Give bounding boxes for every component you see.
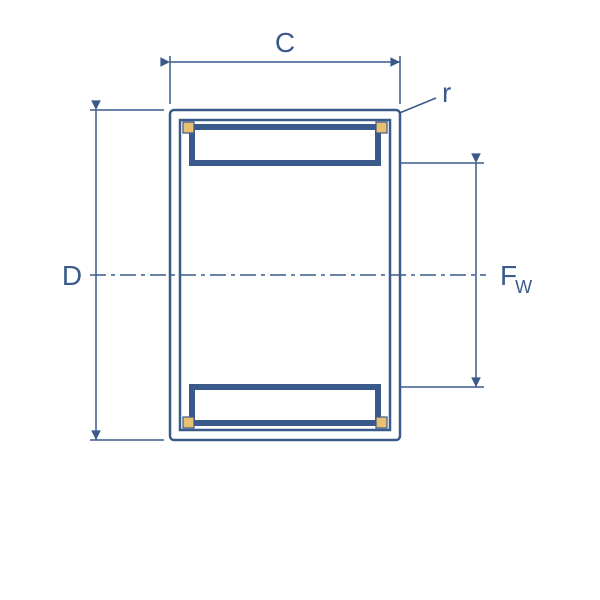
- roller-bottom: [192, 387, 378, 423]
- detail-sq-tr: [376, 122, 387, 133]
- label-C: C: [275, 27, 295, 58]
- diagram-svg: C D FW r: [0, 0, 600, 600]
- detail-sq-br: [376, 417, 387, 428]
- label-r: r: [442, 77, 451, 108]
- detail-sq-bl: [183, 417, 194, 428]
- roller-top: [192, 127, 378, 163]
- detail-sq-tl: [183, 122, 194, 133]
- label-D: D: [62, 260, 82, 291]
